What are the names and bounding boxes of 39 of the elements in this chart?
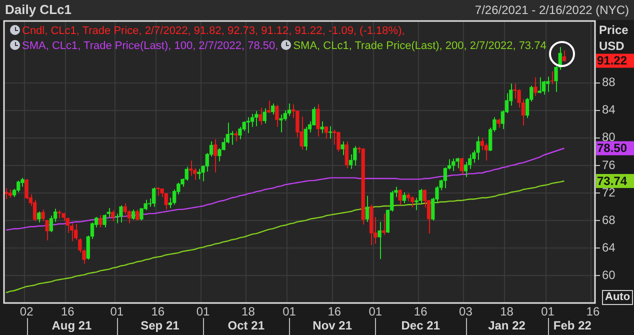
- text: Nov 21: [312, 318, 352, 332]
- x-tick-label: 16: [60, 304, 75, 319]
- text: Cndl, CLc1, Trade Price, 2/7/2022, 91.82, 92.73, 91.12, 91.22, -1.09, (-1.18%),: [21, 24, 405, 39]
- auto-button: Auto: [602, 290, 634, 305]
- candlestick: [320, 120, 324, 134]
- text: Aug 21: [52, 318, 92, 332]
- x-tick-label: 03: [459, 304, 473, 319]
- chart-subtitle: 7/26/2021 - 2/16/2022 (NYC): [474, 3, 629, 17]
- text: SMA, CLc1, Trade Price(Last), 100, 2/7/2022, 78.50,: [21, 39, 278, 54]
- x-tick-label: 01: [368, 304, 382, 319]
- y-tick-label: 88: [602, 75, 616, 90]
- x-tick-label: 01: [282, 304, 296, 319]
- x-tick-label: 01: [110, 304, 124, 319]
- x-tick-label: 01: [541, 304, 555, 319]
- x-tick-label: 16: [151, 304, 165, 319]
- x-tick-label: 16: [414, 304, 428, 319]
- y-tick-label: 60: [602, 268, 616, 282]
- text: 73.74: [597, 174, 628, 188]
- text: Feb 22: [553, 318, 592, 332]
- y-tick-label: 84: [602, 102, 616, 117]
- y-tick-label: 68: [602, 212, 616, 227]
- y-tick-label: 64: [602, 240, 616, 254]
- x-tick-label: 16: [586, 304, 600, 319]
- text: Sep 21: [140, 318, 180, 332]
- x-tick-label: 18: [242, 304, 256, 319]
- x-tick-label: 18: [500, 304, 514, 319]
- text: 91.22: [597, 54, 628, 68]
- y-tick-label: 76: [602, 158, 616, 172]
- text: SMA, CLc1, Trade Price(Last), 200, 2/7/2022, 73.74: [292, 39, 546, 54]
- text: Dec 21: [401, 318, 440, 332]
- candlestick: [513, 83, 517, 100]
- y-tick-label: 72: [602, 185, 616, 200]
- y-axis-title: Price USD: [599, 22, 630, 54]
- chart-title: Daily CLc1: [5, 2, 72, 17]
- x-tick-label: 01: [196, 304, 210, 319]
- text: Jan 22: [488, 318, 526, 332]
- x-tick-label: 16: [328, 304, 342, 319]
- x-tick-label: 02: [20, 304, 34, 319]
- text: Oct 21: [228, 318, 265, 332]
